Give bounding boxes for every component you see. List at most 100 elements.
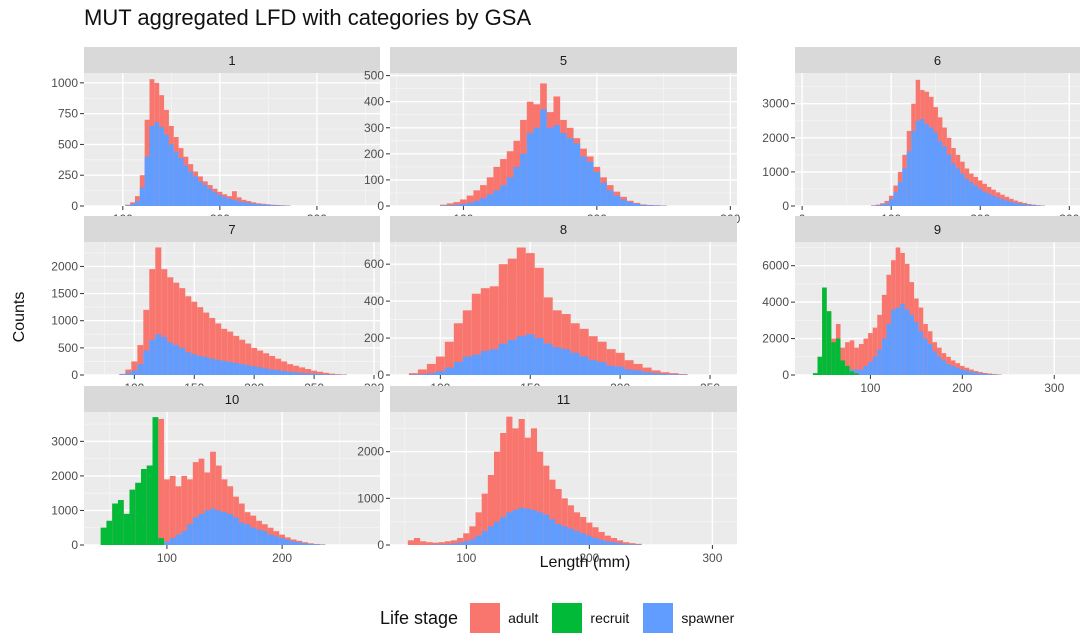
bar-spawner xyxy=(447,205,454,206)
bar-spawner xyxy=(308,544,314,545)
panel-strip-label: 9 xyxy=(934,222,941,237)
bar-spawner xyxy=(247,203,252,206)
bar-spawner xyxy=(191,354,197,375)
bar-spawner xyxy=(942,146,946,206)
bar-spawner xyxy=(634,204,641,206)
bar-spawner xyxy=(251,204,256,206)
bar-spawner xyxy=(916,121,920,206)
bar-spawner xyxy=(263,368,269,375)
bar-spawner xyxy=(135,201,140,206)
bar-spawner xyxy=(983,374,988,375)
bar-spawner xyxy=(587,162,594,206)
bar-spawner xyxy=(193,517,199,545)
bar-spawner xyxy=(614,196,621,206)
bar-spawner xyxy=(256,204,261,206)
bar-spawner xyxy=(193,176,198,206)
bar-spawner xyxy=(900,304,905,375)
bar-spawner xyxy=(607,190,614,206)
bar-spawner xyxy=(553,347,562,375)
bar-recruit xyxy=(827,311,832,375)
y-tick-label: 0 xyxy=(71,368,78,382)
bar-spawner xyxy=(222,197,227,206)
bar-spawner xyxy=(914,322,919,375)
bar-spawner xyxy=(261,205,266,206)
bar-spawner xyxy=(245,365,251,375)
bar-spawner xyxy=(571,353,580,375)
bar-spawner xyxy=(242,202,247,206)
bar-spawner xyxy=(623,544,629,545)
bar-spawner xyxy=(586,536,592,545)
y-tick-label: 4000 xyxy=(762,295,789,309)
bar-spawner xyxy=(863,366,868,375)
bar-spawner xyxy=(670,374,679,375)
bar-spawner xyxy=(440,205,447,206)
y-tick-label: 1000 xyxy=(51,76,78,90)
bar-spawner xyxy=(885,203,889,206)
panel-5: 50100200300400500100200300 xyxy=(364,47,741,226)
bar-spawner xyxy=(643,372,652,375)
bar-spawner xyxy=(140,188,145,206)
bar-spawner xyxy=(549,519,555,545)
bar-spawner xyxy=(131,371,137,375)
bar-spawner xyxy=(1023,204,1027,206)
bar-spawner xyxy=(535,338,544,375)
bar-spawner xyxy=(170,538,176,545)
bar-spawner xyxy=(179,348,185,375)
bar-spawner xyxy=(187,524,193,545)
bar-spawner xyxy=(281,371,287,375)
x-tick-label: 200 xyxy=(952,381,972,395)
bar-spawner xyxy=(299,373,305,375)
bar-spawner xyxy=(978,189,982,206)
bar-spawner xyxy=(167,342,173,375)
bar-spawner xyxy=(640,205,647,206)
bar-spawner xyxy=(517,336,526,375)
bar-spawner xyxy=(460,204,467,206)
bar-spawner xyxy=(317,374,323,375)
bar-spawner xyxy=(965,370,970,375)
bar-spawner xyxy=(592,538,598,545)
bar-recruit xyxy=(822,288,827,375)
bar-spawner xyxy=(451,544,457,545)
bar-spawner xyxy=(323,374,329,375)
bar-spawner xyxy=(143,351,149,375)
y-tick-label: 1500 xyxy=(51,287,78,301)
y-axis-label: Counts xyxy=(11,292,28,343)
x-tick-label: 100 xyxy=(456,551,476,565)
bar-spawner xyxy=(506,512,512,545)
bar-spawner xyxy=(268,535,274,545)
bar-spawner xyxy=(616,367,625,375)
bar-spawner xyxy=(499,344,508,375)
y-tick-label: 400 xyxy=(364,294,384,308)
bar-spawner xyxy=(251,366,257,375)
bar-spawner xyxy=(222,512,228,545)
bar-spawner xyxy=(215,360,221,375)
bar-spawner xyxy=(216,510,222,545)
y-tick-label: 500 xyxy=(58,341,78,355)
bar-spawner xyxy=(279,538,285,545)
bar-spawner xyxy=(311,374,317,375)
bar-spawner xyxy=(291,542,297,545)
y-tick-label: 500 xyxy=(58,137,78,151)
bar-spawner xyxy=(490,349,499,375)
bar-spawner xyxy=(605,541,611,545)
bar-spawner xyxy=(487,194,494,206)
bar-spawner xyxy=(305,373,311,375)
y-tick-label: 2000 xyxy=(762,332,789,346)
y-tick-label: 1000 xyxy=(357,491,384,505)
y-tick-label: 250 xyxy=(58,168,78,182)
bar-spawner xyxy=(476,536,482,545)
bar-spawner xyxy=(531,510,537,545)
y-tick-label: 2000 xyxy=(51,469,78,483)
bar-spawner xyxy=(302,543,308,545)
bar-spawner xyxy=(599,540,605,545)
bar-spawner xyxy=(533,128,540,206)
bar-recruit xyxy=(135,483,141,545)
bar-spawner xyxy=(969,182,973,206)
bar-spawner xyxy=(911,131,915,206)
bar-spawner xyxy=(237,201,242,206)
bar-adult xyxy=(420,541,426,545)
panel-7: 70500100015002000100150200250300 xyxy=(51,216,384,395)
bar-spawner xyxy=(427,373,436,375)
